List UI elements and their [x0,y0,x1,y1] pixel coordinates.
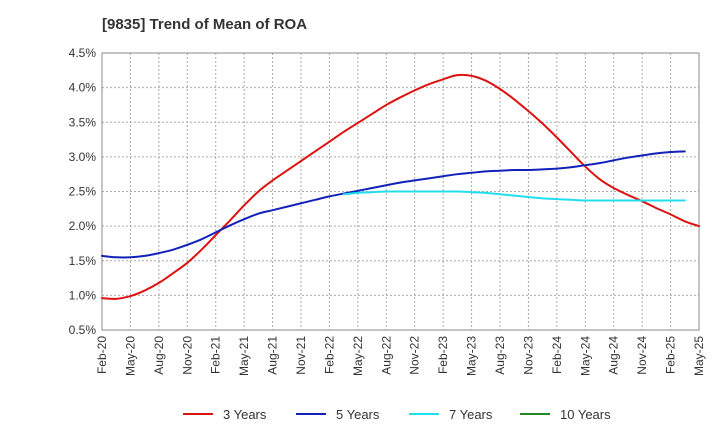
x-tick-label: Aug-20 [152,336,166,375]
chart-title: [9835] Trend of Mean of ROA [102,16,307,33]
y-tick-label: 2.5% [69,185,97,199]
plot-area [101,52,700,331]
x-tick-label: Nov-22 [408,336,422,375]
y-tick-label: 3.5% [69,115,97,129]
y-tick-label: 4.5% [69,46,97,60]
y-tick-label: 1.0% [69,288,97,302]
legend-label-10-years: 10 Years [560,407,611,422]
y-tick-label: 0.5% [69,323,97,337]
x-tick-label: Aug-23 [493,336,507,375]
legend-label-3-years: 3 Years [223,407,267,422]
x-tick-label: May-24 [578,336,592,376]
y-tick-label: 2.0% [69,219,97,233]
x-tick-label: Nov-21 [294,336,308,375]
series-line-7-years [342,190,686,202]
series-line-3-years [101,73,700,300]
x-tick-label: Aug-21 [266,336,280,375]
series-lines [101,73,700,300]
x-tick-label: Feb-20 [95,336,109,374]
legend: 3 Years 5 Years 7 Years 10 Years [183,407,611,422]
x-tick-label: May-22 [351,336,365,376]
legend-label-5-years: 5 Years [336,407,380,422]
y-axis-ticks: 0.5% 1.0% 1.5% 2.0% 2.5% 3.0% 3.5% 4.0% 4.5% [69,46,97,337]
x-axis-ticks: Feb-20 May-20 Aug-20 Nov-20 Feb-21 May-21 Aug-… [95,336,706,376]
series-line-5-years [101,150,686,259]
x-tick-label: Nov-20 [180,336,194,375]
y-tick-label: 1.5% [69,254,97,268]
x-tick-label: May-23 [465,336,479,376]
x-tick-label: Nov-23 [521,336,535,375]
x-tick-label: Aug-24 [607,336,621,375]
x-tick-label: Feb-25 [664,336,678,374]
x-tick-label: Nov-24 [635,336,649,375]
x-tick-label: Feb-22 [322,336,336,374]
x-tick-label: May-21 [237,336,251,376]
y-tick-label: 3.0% [69,150,97,164]
x-tick-label: Feb-24 [550,336,564,374]
legend-label-7-years: 7 Years [449,407,493,422]
x-tick-label: Feb-23 [436,336,450,374]
x-tick-label: May-25 [692,336,706,376]
x-tick-label: Feb-21 [209,336,223,374]
x-tick-label: May-20 [123,336,137,376]
x-tick-label: Aug-22 [379,336,393,375]
y-tick-label: 4.0% [69,81,97,95]
